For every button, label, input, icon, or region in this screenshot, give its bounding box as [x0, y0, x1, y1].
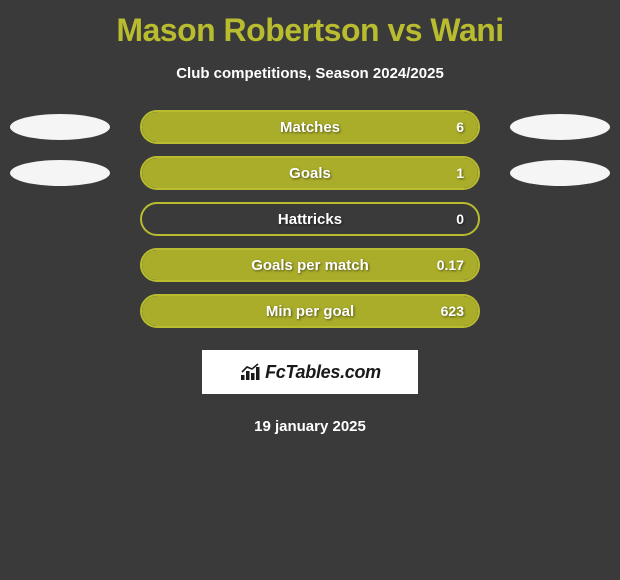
- logo-box: FcTables.com: [202, 350, 418, 394]
- page-subtitle: Club competitions, Season 2024/2025: [0, 65, 620, 82]
- stat-value: 0.17: [437, 250, 464, 280]
- stat-bar: Min per goal 623: [140, 294, 480, 328]
- left-ellipse: [10, 160, 110, 186]
- page-title: Mason Robertson vs Wani: [0, 0, 620, 49]
- stat-label: Goals per match: [142, 250, 478, 280]
- right-ellipse: [510, 160, 610, 186]
- stat-label: Hattricks: [142, 204, 478, 234]
- stat-value: 1: [456, 158, 464, 188]
- chart-icon: [239, 362, 261, 382]
- stat-row: Goals 1: [0, 156, 620, 190]
- stat-bar: Matches 6: [140, 110, 480, 144]
- stat-label: Min per goal: [142, 296, 478, 326]
- stats-container: Matches 6 Goals 1 Hattricks 0 Goals per …: [0, 110, 620, 328]
- stat-row: Goals per match 0.17: [0, 248, 620, 282]
- left-ellipse: [10, 114, 110, 140]
- date-text: 19 january 2025: [0, 418, 620, 435]
- stat-label: Goals: [142, 158, 478, 188]
- stat-row: Min per goal 623: [0, 294, 620, 328]
- stat-bar: Goals per match 0.17: [140, 248, 480, 282]
- stat-bar: Goals 1: [140, 156, 480, 190]
- stat-label: Matches: [142, 112, 478, 142]
- stat-value: 0: [456, 204, 464, 234]
- right-ellipse: [510, 114, 610, 140]
- stat-row: Matches 6: [0, 110, 620, 144]
- stat-value: 6: [456, 112, 464, 142]
- stat-value: 623: [441, 296, 464, 326]
- stat-row: Hattricks 0: [0, 202, 620, 236]
- stat-bar: Hattricks 0: [140, 202, 480, 236]
- logo-text: FcTables.com: [265, 362, 381, 383]
